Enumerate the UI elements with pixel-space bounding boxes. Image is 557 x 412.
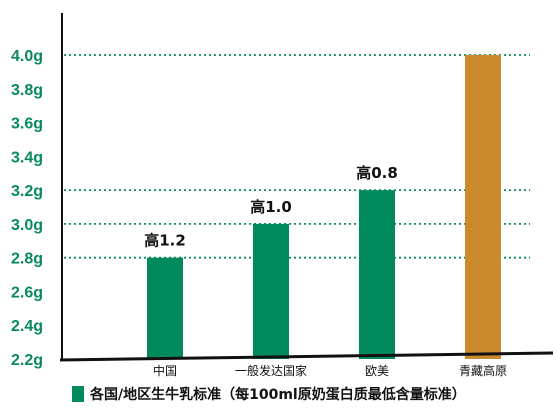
y-tick-labels: 2.2g 2.4g 2.6g 2.8g 3.0g 3.2g 3.4g 3.6g 3.8g 4.0g [11,48,43,369]
y-tick-label: 2.2g [11,352,43,369]
bars [147,55,501,359]
legend: 各国/地区生牛乳标准（每100ml原奶蛋白质最低含量标准） [72,386,466,403]
data-label: 高0.8 [356,164,398,182]
legend-label: 各国/地区生牛乳标准（每100ml原奶蛋白质最低含量标准） [89,386,466,403]
y-tick-label: 4.0g [11,48,43,65]
bar [147,257,183,359]
data-label: 高1.2 [144,232,186,250]
reference-lines [64,54,530,259]
y-tick-label: 3.6g [11,116,43,133]
data-labels: 高1.2 高1.0 高0.8 [144,164,398,250]
y-tick-label: 2.4g [11,318,43,335]
bar [253,223,289,359]
x-tick-label: 一般发达国家 [235,363,307,378]
bar [359,190,395,359]
data-label: 高1.0 [250,198,292,216]
y-tick-label: 3.0g [11,217,43,234]
y-tick-label: 3.8g [11,82,43,99]
x-tick-label: 青藏高原 [459,363,507,378]
x-tick-label: 欧美 [365,364,389,378]
x-tick-label: 中国 [153,363,177,378]
y-tick-label: 3.2g [11,183,43,200]
bar [465,55,501,359]
legend-swatch [72,386,84,402]
y-tick-label: 2.8g [11,251,43,268]
y-tick-label: 2.6g [11,284,43,301]
y-tick-label: 3.4g [11,149,43,166]
x-tick-labels: 中国 一般发达国家 欧美 青藏高原 [153,363,507,378]
x-axis-line [59,351,554,362]
